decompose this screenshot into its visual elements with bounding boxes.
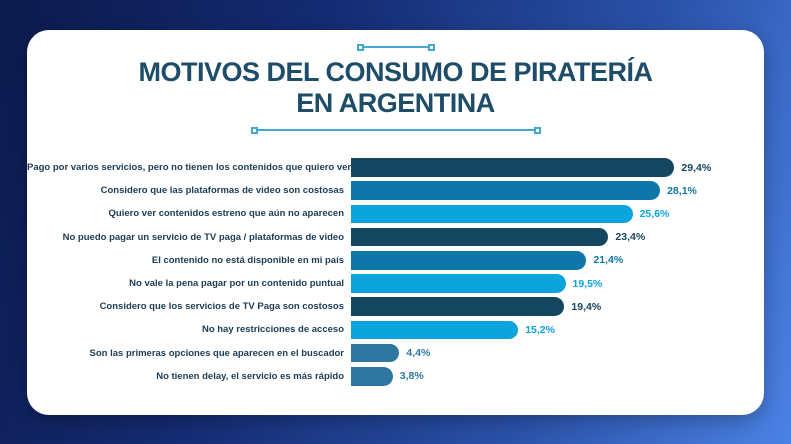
- bar-track: 19,4%: [351, 297, 740, 317]
- bar: [351, 227, 609, 247]
- square-endpoint-icon: [533, 126, 541, 134]
- bar-row: No vale la pena pagar por un contenido p…: [27, 272, 740, 295]
- bar-track: 25,6%: [351, 204, 740, 224]
- bar-row: Considero que los servicios de TV Paga s…: [27, 295, 740, 318]
- value-label: 19,4%: [571, 300, 602, 313]
- value-label: 23,4%: [615, 231, 646, 244]
- category-label: No tienen delay, el servicio es más rápi…: [156, 370, 344, 382]
- bar: [351, 251, 587, 270]
- category-label: Considero que los servicios de TV Paga s…: [99, 301, 344, 313]
- decoration-line: [363, 46, 428, 48]
- title-bottom-decoration: [250, 126, 541, 134]
- category-label: Quiero ver contenidos estreno que aún no…: [108, 208, 344, 220]
- value-label: 19,5%: [572, 277, 603, 290]
- square-endpoint-icon: [356, 43, 364, 51]
- square-endpoint-icon: [427, 43, 435, 51]
- bar-row: El contenido no está disponible en mi pa…: [27, 249, 740, 272]
- bar-row: Pago por varios servicios, pero no tiene…: [27, 156, 740, 179]
- value-label: 28,1%: [667, 184, 697, 197]
- value-label: 3,8%: [399, 370, 424, 383]
- category-label: Pago por varios servicios, pero no tiene…: [27, 162, 352, 174]
- bar: [351, 297, 565, 317]
- bar-row: No tienen delay, el servicio es más rápi…: [27, 365, 740, 388]
- title-top-decoration: [356, 43, 435, 51]
- bar: [351, 366, 393, 386]
- bar: [351, 158, 675, 177]
- bar-track: 28,1%: [351, 181, 740, 201]
- bar-track: 15,2%: [351, 320, 740, 340]
- value-label: 15,2%: [525, 323, 555, 336]
- bar-track: 23,4%: [351, 227, 740, 247]
- bar-chart: Pago por varios servicios, pero no tiene…: [27, 156, 740, 388]
- bar: [351, 204, 633, 224]
- bar-track: 4,4%: [351, 343, 740, 363]
- bar-track: 19,5%: [351, 274, 740, 293]
- decoration-line: [257, 129, 534, 131]
- chart-title: MOTIVOS DEL CONSUMO DE PIRATERÍA EN ARGE…: [27, 57, 764, 120]
- category-label: Considero que las plataformas de video s…: [100, 185, 344, 197]
- category-label: El contenido no está disponible en mi pa…: [151, 254, 344, 266]
- category-label: No hay restricciones de acceso: [201, 324, 344, 336]
- value-label: 21,4%: [593, 254, 624, 267]
- bar: [351, 274, 566, 293]
- square-endpoint-icon: [250, 126, 258, 134]
- category-label: Son las primeras opciones que aparecen e…: [89, 347, 344, 359]
- bar-track: 21,4%: [351, 251, 740, 270]
- value-label: 4,4%: [406, 347, 431, 360]
- chart-title-line2: EN ARGENTINA: [296, 88, 495, 119]
- bar-row: Son las primeras opciones que aparecen e…: [27, 342, 740, 365]
- bar-row: Considero que las plataformas de video s…: [27, 179, 740, 202]
- bar-row: No hay restricciones de acceso 15,2%: [27, 318, 740, 341]
- bar: [351, 320, 519, 340]
- infographic-card: MOTIVOS DEL CONSUMO DE PIRATERÍA EN ARGE…: [27, 30, 764, 415]
- chart-title-line1: MOTIVOS DEL CONSUMO DE PIRATERÍA: [138, 57, 653, 87]
- value-label: 29,4%: [681, 161, 712, 174]
- bar-row: No puedo pagar un servicio de TV paga / …: [27, 226, 740, 249]
- bar: [351, 181, 661, 201]
- value-label: 25,6%: [639, 207, 670, 220]
- category-label: No vale la pena pagar por un contenido p…: [129, 278, 344, 290]
- bar-row: Quiero ver contenidos estreno que aún no…: [27, 202, 740, 225]
- bar-track: 29,4%: [351, 158, 740, 177]
- bar: [351, 343, 400, 363]
- category-label: No puedo pagar un servicio de TV paga / …: [62, 231, 344, 243]
- bar-track: 3,8%: [351, 366, 740, 386]
